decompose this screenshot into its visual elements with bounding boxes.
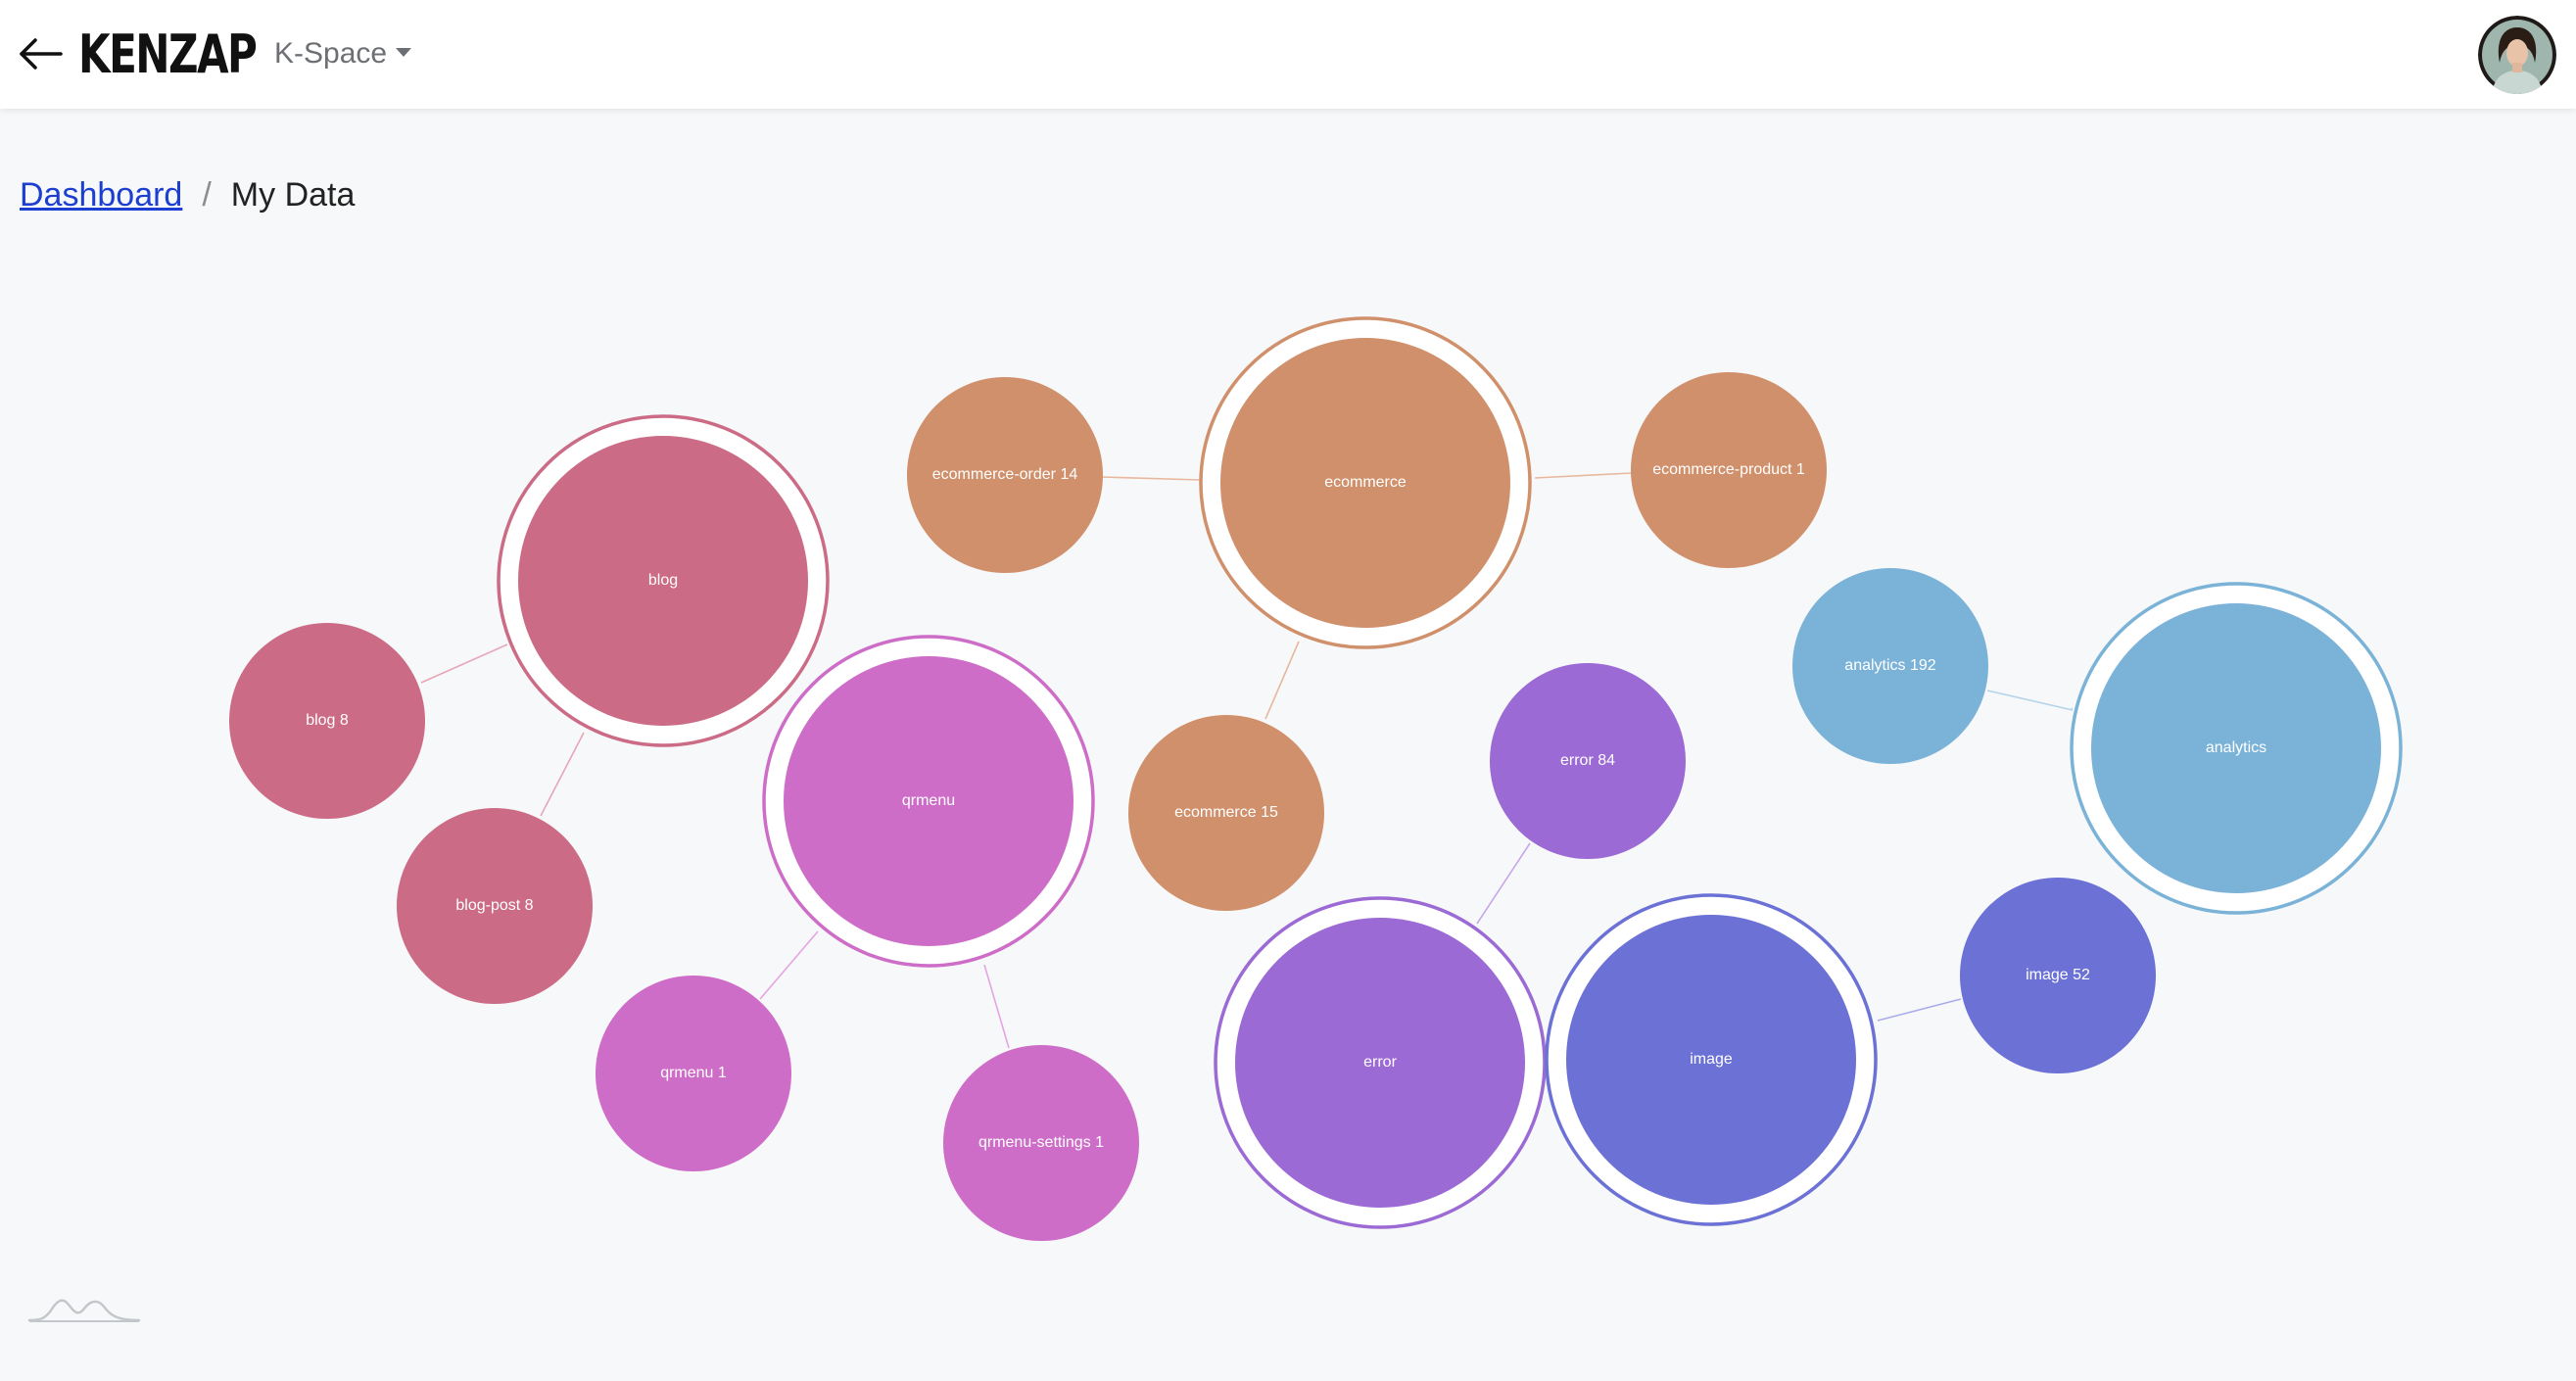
link-qrmenu-qrmenu-1 [759,930,819,1000]
bubble-group-image: image image 52 [1545,878,2156,1226]
bubble-blog[interactable] [518,436,808,726]
user-avatar[interactable] [2478,16,2556,94]
space-selector-label: K-Space [274,37,388,70]
bubble-analytics-192[interactable] [1792,568,1988,764]
brand-logo[interactable]: KENZAP [78,24,258,85]
bubble-ecommerce-product-1[interactable] [1631,372,1827,568]
space-selector-dropdown[interactable]: K-Space [274,33,412,74]
link-ecommerce-product [1534,472,1633,479]
link-ecommerce-order [1101,476,1202,481]
avatar-icon [2478,16,2556,94]
bubble-blog-post-8[interactable] [397,808,593,1004]
breadcrumb-dashboard-link[interactable]: Dashboard [20,176,183,214]
bubble-blog-8[interactable] [229,623,425,819]
link-blog-blog-post-8 [540,732,585,817]
bubble-image-52[interactable] [1960,878,2156,1073]
caret-down-icon [396,47,412,57]
bubble-group-qrmenu: qrmenu qrmenu 1 qrmenu-settings 1 [596,635,1139,1241]
arrow-left-icon [20,38,63,70]
bubble-group-error: error error 84 [1214,663,1686,1229]
link-ecommerce-15 [1264,641,1300,720]
breadcrumb: Dashboard / My Data [20,176,355,214]
bubble-qrmenu-1[interactable] [596,976,791,1171]
link-qrmenu-qrmenu-settings-1 [983,964,1010,1049]
bubble-group-analytics: analytics analytics 192 [1792,568,2403,915]
mountain-logo-icon [27,1299,141,1322]
bubble-ecommerce-order-14[interactable] [907,377,1103,573]
breadcrumb-current: My Data [230,176,356,214]
bubble-image[interactable] [1566,915,1856,1205]
bubble-group-blog: blog blog 8 blog-post 8 [229,414,830,1004]
link-analytics-analytics-192b [1986,690,2074,711]
link-blog-blog-8 [420,643,508,684]
link-error-error-84 [1476,842,1531,925]
back-button[interactable] [18,33,65,74]
bubble-ecommerce-15[interactable] [1128,715,1324,911]
bubble-ecommerce[interactable] [1220,338,1510,628]
bubble-error-84[interactable] [1490,663,1686,859]
bubble-qrmenu-settings-1[interactable] [943,1045,1139,1241]
bubble-error[interactable] [1235,918,1525,1208]
bubble-qrmenu[interactable] [784,656,1073,946]
bubble-group-ecommerce: ecommerce ecommerce-order 14 ecommerce-p… [907,316,1827,911]
top-navbar: KENZAP K-Space [0,0,2576,109]
link-analytics-analytics-192 [2071,707,2074,710]
breadcrumb-separator: / [202,176,212,214]
bubble-analytics[interactable] [2091,603,2381,893]
link-image-image-52 [1877,998,1962,1022]
